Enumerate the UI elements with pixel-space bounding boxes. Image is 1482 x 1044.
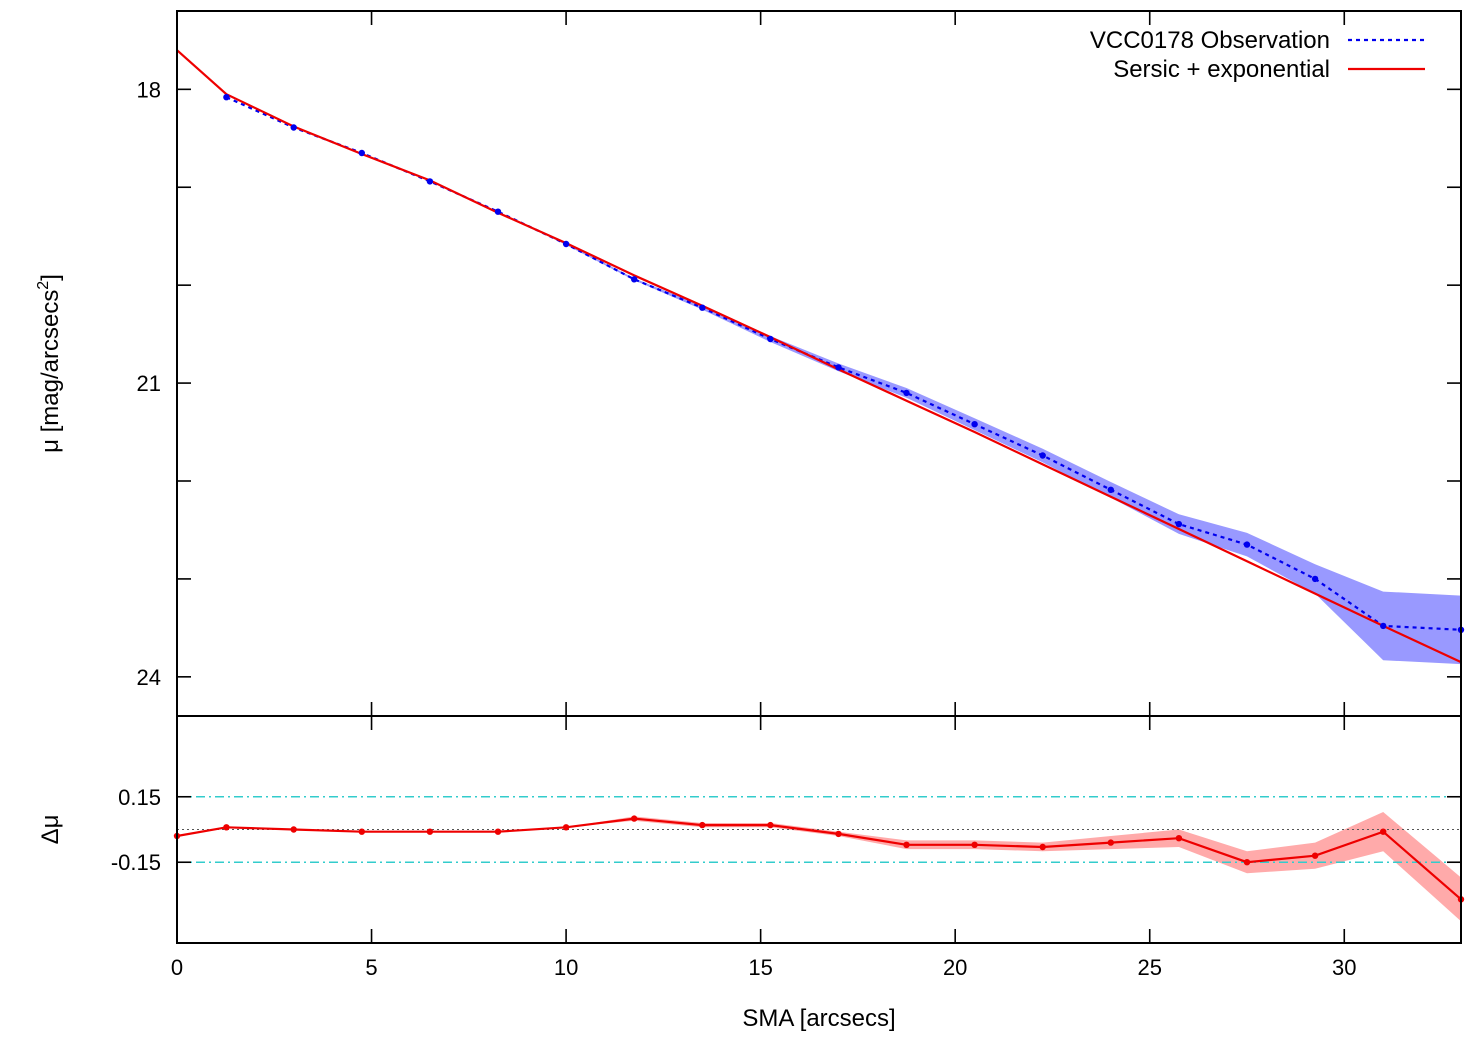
observation-point (426, 178, 434, 185)
observation-point (494, 208, 502, 215)
residual-point (631, 815, 638, 822)
data-markers (173, 94, 1465, 903)
residual-point (1175, 835, 1183, 842)
residual-point (1039, 843, 1046, 851)
residual-point (562, 824, 570, 831)
residual-point (903, 841, 910, 848)
x-tick-label: 25 (1137, 955, 1161, 980)
observation-point (358, 149, 365, 157)
residual-point (494, 828, 502, 835)
observation-point (835, 364, 842, 371)
observation-error-band (226, 97, 1461, 665)
legend-label-model: Sersic + exponential (1113, 56, 1330, 83)
observation-point (1039, 452, 1046, 459)
error-bands (177, 97, 1461, 922)
profile-panel-frame (176, 10, 1462, 717)
y-axis-title-residual: Δμ (37, 815, 64, 845)
observation-point (1380, 622, 1387, 630)
y-axis-title-main: μ [mag/arcsecs (37, 290, 64, 453)
observation-point (767, 335, 774, 343)
y-tick-label: 18 (137, 77, 161, 102)
residual-point (1243, 859, 1251, 866)
legend: VCC0178 Observation Sersic + exponential (1090, 27, 1425, 83)
observation-point (1243, 541, 1251, 548)
observation-point (1175, 520, 1183, 528)
y-tick-label: 24 (137, 665, 161, 690)
x-axis-title: SMA [arcsecs] (742, 1005, 895, 1032)
x-tick-label: 20 (943, 955, 967, 980)
y-tick-label: 0.15 (118, 785, 161, 810)
y-tick-label: 21 (137, 371, 161, 396)
observation-point (699, 304, 706, 311)
residual-point (1380, 828, 1387, 835)
residual-point (1311, 852, 1319, 859)
residual-error-band (177, 812, 1461, 922)
legend-label-observation: VCC0178 Observation (1090, 27, 1330, 54)
observation-point (290, 124, 297, 131)
residual-panel-frame (176, 715, 1462, 944)
residual-point (835, 830, 842, 838)
residual-point (971, 841, 978, 848)
model-line (176, 49, 1462, 664)
residual-point (358, 828, 365, 835)
x-tick-label: 0 (171, 955, 183, 980)
y-axis-title-profile: μ [mag/arcsecs2] (35, 274, 64, 453)
residual-point (426, 828, 434, 835)
residual-point (223, 824, 230, 831)
residual-point (699, 821, 706, 829)
observation-point (562, 240, 570, 248)
residual-point (1107, 839, 1115, 846)
residual-point (767, 821, 774, 829)
x-tick-label: 15 (748, 955, 772, 980)
observation-point (1107, 486, 1115, 493)
x-tick-label: 5 (365, 955, 377, 980)
observation-point (1311, 575, 1319, 583)
y-tick-label: -0.15 (111, 850, 161, 875)
observation-point (971, 421, 978, 428)
axis-ticks: 0 5 10 15 20 25 30 18 21 24 0.15 -0.15 (111, 11, 1461, 980)
x-tick-label: 10 (554, 955, 578, 980)
observation-point (631, 276, 638, 283)
residual-point (290, 826, 297, 833)
y-axis-title-close: ] (37, 274, 64, 281)
plot-frame (176, 10, 1462, 944)
series-lines (176, 49, 1462, 901)
residual-line (176, 817, 1462, 901)
observation-point (903, 389, 910, 397)
observation-point (223, 94, 230, 101)
x-tick-label: 30 (1332, 955, 1356, 980)
y-axis-title-superscript: 2 (35, 281, 52, 290)
